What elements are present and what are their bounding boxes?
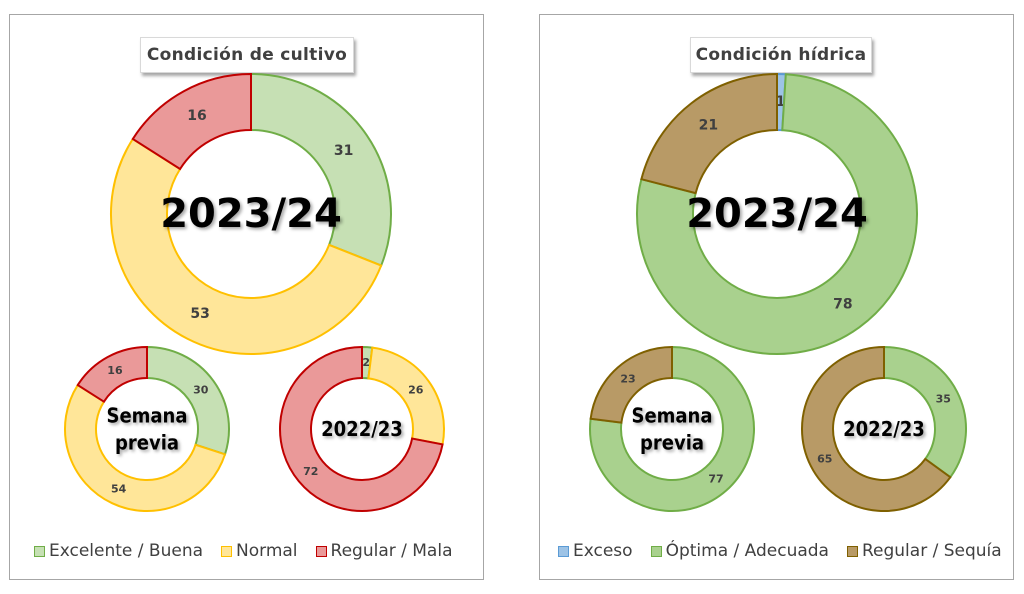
slice-regular-sequia [589, 345, 673, 424]
slice-regular-mala [76, 345, 148, 404]
donut-condicion-de-cultivo-2022-23: 2 26 72 2022/23 [279, 345, 445, 512]
donut-center-label: 2022/23 [843, 417, 925, 441]
slice-excelente-buena [250, 72, 392, 267]
slice-label-regular-sequia: 21 [699, 118, 718, 134]
slice-regular-mala [131, 72, 252, 171]
legend-label-optima-adecuada: Óptima / Adecuada [665, 541, 829, 561]
water-condition-title: Condición hídrica [690, 37, 872, 73]
slice-label-excelente-buena: 2 [362, 356, 370, 369]
donut-condicion-hidrica-semana-previa: 77 23 Semana previa [589, 345, 755, 512]
legend-swatch-normal [221, 545, 233, 557]
slice-label-regular-sequia: 65 [817, 453, 832, 466]
donut-condicion-de-cultivo-semana-previa: 30 54 16 Semana previa [64, 345, 230, 512]
legend-item-exceso: Exceso [558, 541, 633, 561]
crop-condition-legend: Excelente / Buena Normal Regular / Mala [34, 541, 453, 561]
legend-swatch-regular-mala [315, 545, 327, 557]
crop-condition-panel: Condición de cultivo 31 53 16 2023/24 30 54 16… [9, 14, 484, 580]
legend-item-regular-sequia: Regular / Sequía [846, 541, 1002, 561]
slice-label-exceso: 1 [776, 94, 786, 110]
legend-item-optima-adecuada: Óptima / Adecuada [650, 541, 829, 561]
donut-center-label: 2023/24 [686, 191, 868, 237]
water-condition-donuts: 1 78 21 2023/24 77 23 Semana previa 35 65 2022/23 [589, 72, 967, 512]
slice-label-normal: 54 [111, 483, 127, 496]
slice-label-excelente-buena: 30 [193, 383, 209, 396]
legend-item-normal: Normal [221, 541, 298, 561]
slice-regular-sequia [801, 345, 952, 512]
donut-center-label: Semana previa [631, 404, 712, 455]
legend-label-regular-sequia: Regular / Sequía [861, 541, 1002, 561]
legend-item-excelente-buena: Excelente / Buena [34, 541, 203, 561]
slice-optima-adecuada [883, 345, 967, 479]
slice-normal [64, 383, 227, 512]
legend-label-excelente-buena: Excelente / Buena [49, 541, 204, 561]
water-condition-legend: Exceso Óptima / Adecuada Regular / Sequí… [558, 541, 1002, 561]
slice-label-normal: 53 [190, 306, 209, 322]
slice-label-regular-mala: 72 [303, 465, 318, 478]
crop-condition-title: Condición de cultivo [140, 37, 354, 73]
donut-center-label: Semana previa [106, 404, 187, 455]
water-condition-panel: Condición hídrica 1 78 21 2023/24 77 23 Semana… [539, 14, 1014, 580]
legend-label-regular-mala: Regular / Mala [330, 541, 453, 561]
legend-swatch-excelente-buena [34, 545, 45, 557]
slice-label-regular-sequia: 23 [620, 373, 635, 386]
slice-optima-adecuada [589, 345, 755, 512]
slice-normal [110, 137, 383, 355]
slice-optima-adecuada [636, 73, 918, 355]
legend-swatch-exceso [558, 545, 569, 557]
donut-center-label: 2023/24 [160, 191, 342, 237]
legend-swatch-regular-sequia [846, 545, 858, 557]
crop-condition-donuts: 31 53 16 2023/24 30 54 16 Semana previa 2 26 72 2022… [64, 72, 445, 512]
slice-label-regular-mala: 16 [187, 108, 206, 124]
legend-label-normal: Normal [236, 541, 298, 561]
slice-regular-mala [279, 345, 444, 512]
slice-label-normal: 26 [408, 383, 424, 396]
legend-item-regular-mala: Regular / Mala [315, 541, 453, 561]
slice-label-optima-adecuada: 77 [708, 472, 723, 485]
donut-condicion-de-cultivo-2023-24: 31 53 16 2023/24 [110, 72, 392, 355]
donut-center-label: 2022/23 [321, 417, 403, 441]
legend-label-exceso: Exceso [573, 541, 633, 561]
slice-regular-sequia [640, 72, 778, 195]
slice-label-regular-mala: 16 [107, 364, 123, 377]
donut-condicion-hidrica-2022-23: 35 65 2022/23 [801, 345, 967, 512]
slice-label-excelente-buena: 31 [334, 143, 353, 159]
slice-label-optima-adecuada: 35 [936, 392, 951, 405]
legend-swatch-optima-adecuada [650, 545, 662, 557]
donut-condicion-hidrica-2023-24: 1 78 21 2023/24 [636, 72, 918, 355]
slice-label-optima-adecuada: 78 [833, 297, 852, 313]
